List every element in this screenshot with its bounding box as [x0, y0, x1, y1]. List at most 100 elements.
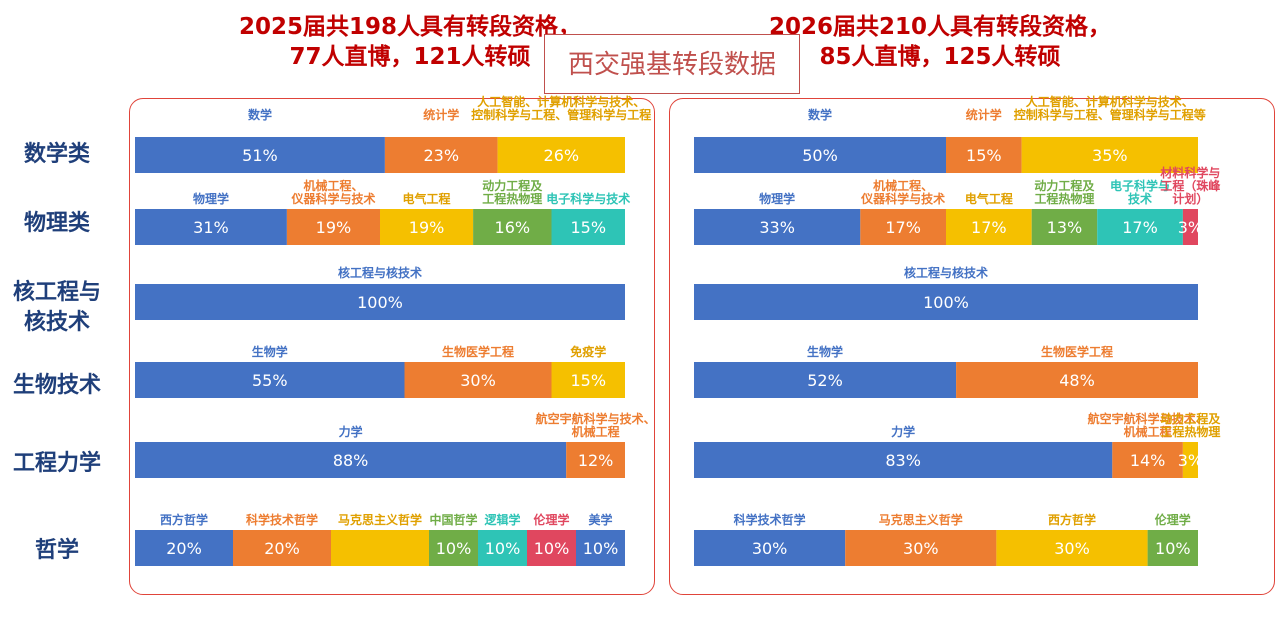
value-label: 50%	[802, 146, 838, 165]
panel-2025	[129, 98, 655, 595]
row-label: 核工程与 核技术	[12, 280, 101, 335]
category-label: 核工程与核技术	[338, 265, 422, 280]
value-label: 35%	[1092, 146, 1128, 165]
row-label: 物理类	[23, 211, 90, 236]
category-label: 伦理学	[1155, 512, 1191, 527]
value-label: 12%	[578, 451, 614, 470]
category-label: 机械工程、仪器科学与技术	[860, 178, 945, 206]
value-label: 51%	[242, 146, 278, 165]
category-label: 逻辑学	[484, 512, 520, 527]
bar-segment	[1097, 209, 1183, 245]
bar-segment	[135, 442, 567, 478]
bar-segment	[956, 362, 1198, 398]
value-label: 14%	[1130, 451, 1166, 470]
value-label: 16%	[495, 218, 531, 237]
page-title: 西交强基转段数据	[544, 34, 800, 94]
category-label: 电气工程	[965, 191, 1013, 206]
value-label: 15%	[570, 371, 606, 390]
value-label: 100%	[357, 293, 403, 312]
bar-segment	[135, 137, 385, 173]
bar-segment	[1147, 530, 1198, 566]
bar-segment	[331, 530, 429, 566]
category-label: 数学	[808, 107, 832, 122]
category-label: 电气工程	[403, 191, 451, 206]
value-label: 10%	[436, 539, 472, 558]
category-label: 航空宇航科学与技术、机械工程	[1088, 411, 1208, 439]
category-label: 动力工程及工程热物理	[1034, 178, 1095, 206]
bar-segment	[380, 209, 474, 245]
bar-segment	[694, 530, 846, 566]
bar-segment	[1112, 442, 1183, 478]
bar-segment	[551, 209, 625, 245]
bar-segment	[1182, 442, 1198, 478]
value-label: 83%	[885, 451, 921, 470]
bar-segment	[694, 442, 1113, 478]
category-label: 免疫学	[570, 344, 606, 359]
category-label: 材料科学与工程（珠峰计划）	[1159, 165, 1221, 206]
value-label: 33%	[759, 218, 795, 237]
category-label: 机械工程、仪器科学与技术	[290, 178, 375, 206]
value-label: 30%	[752, 539, 788, 558]
value-label: 17%	[885, 218, 921, 237]
bar-segment	[694, 209, 861, 245]
category-label: 力学	[339, 424, 363, 439]
category-label: 核工程与核技术	[904, 265, 988, 280]
bar-segment	[429, 530, 478, 566]
category-label: 生物医学工程	[442, 344, 514, 359]
bar-segment	[527, 530, 576, 566]
category-label: 人工智能、计算机科学与技术、控制科学与工程、管理科学与工程	[471, 94, 651, 122]
headline-2026: 2026届共210人具有转段资格， 85人直博，125人转硕	[730, 12, 1150, 72]
bar-segment	[996, 530, 1148, 566]
category-label: 物理学	[759, 191, 795, 206]
category-label: 统计学	[966, 107, 1002, 122]
row-label: 数学类	[23, 142, 90, 167]
row-label: 哲学	[34, 538, 79, 563]
headline-2025: 2025届共198人具有转段资格， 77人直博，121人转硕	[200, 12, 620, 72]
bar-segment	[404, 362, 552, 398]
category-label: 科学技术哲学	[246, 512, 318, 527]
row-label: 生物技术	[12, 373, 101, 398]
category-label: 伦理学	[533, 512, 569, 527]
category-label: 马克思主义哲学	[338, 512, 422, 527]
value-label: 55%	[252, 371, 288, 390]
category-label: 马克思主义哲学	[879, 512, 963, 527]
value-label: 10%	[1155, 539, 1191, 558]
bar-segment	[473, 209, 552, 245]
category-label: 统计学	[423, 107, 459, 122]
headline-2026-line1: 2026届共210人具有转段资格，	[768, 14, 1112, 40]
bar-segment	[946, 137, 1022, 173]
category-label: 科学技术哲学	[734, 512, 806, 527]
bar-segment	[1031, 209, 1098, 245]
bar-segment	[845, 530, 997, 566]
bar-segment	[497, 137, 625, 173]
value-label: 20%	[264, 539, 300, 558]
value-label: 52%	[807, 371, 843, 390]
bar-segment	[566, 442, 625, 478]
headline-2026-line2: 85人直博，125人转硕	[819, 44, 1061, 70]
value-label: 26%	[544, 146, 580, 165]
category-label: 物理学	[193, 191, 229, 206]
category-label: 美学	[588, 512, 612, 527]
value-label: 17%	[1122, 218, 1158, 237]
bar-segment	[576, 530, 625, 566]
bar-segment	[233, 530, 331, 566]
value-label: 3%	[1178, 218, 1203, 237]
bar-segment	[1021, 137, 1198, 173]
value-label: 31%	[193, 218, 229, 237]
headline-2025-line1: 2025届共198人具有转段资格，	[238, 14, 582, 40]
category-label: 电子科学与技术	[546, 191, 630, 206]
value-label: 48%	[1059, 371, 1095, 390]
value-label: 88%	[333, 451, 369, 470]
category-label: 电子科学与技术	[1110, 178, 1170, 206]
value-label: 10%	[485, 539, 521, 558]
row-label: 工程力学	[12, 451, 101, 476]
value-label: 15%	[966, 146, 1002, 165]
value-label: 23%	[423, 146, 459, 165]
bar-segment	[551, 362, 625, 398]
category-label: 中国哲学	[429, 512, 477, 527]
headline-2025-line2: 77人直博，121人转硕	[289, 44, 531, 70]
value-label: 20%	[166, 539, 202, 558]
category-label: 人工智能、计算机科学与技术、控制科学与工程、管理科学与工程等	[1014, 94, 1206, 122]
value-label: 30%	[460, 371, 496, 390]
bar-segment	[860, 209, 946, 245]
